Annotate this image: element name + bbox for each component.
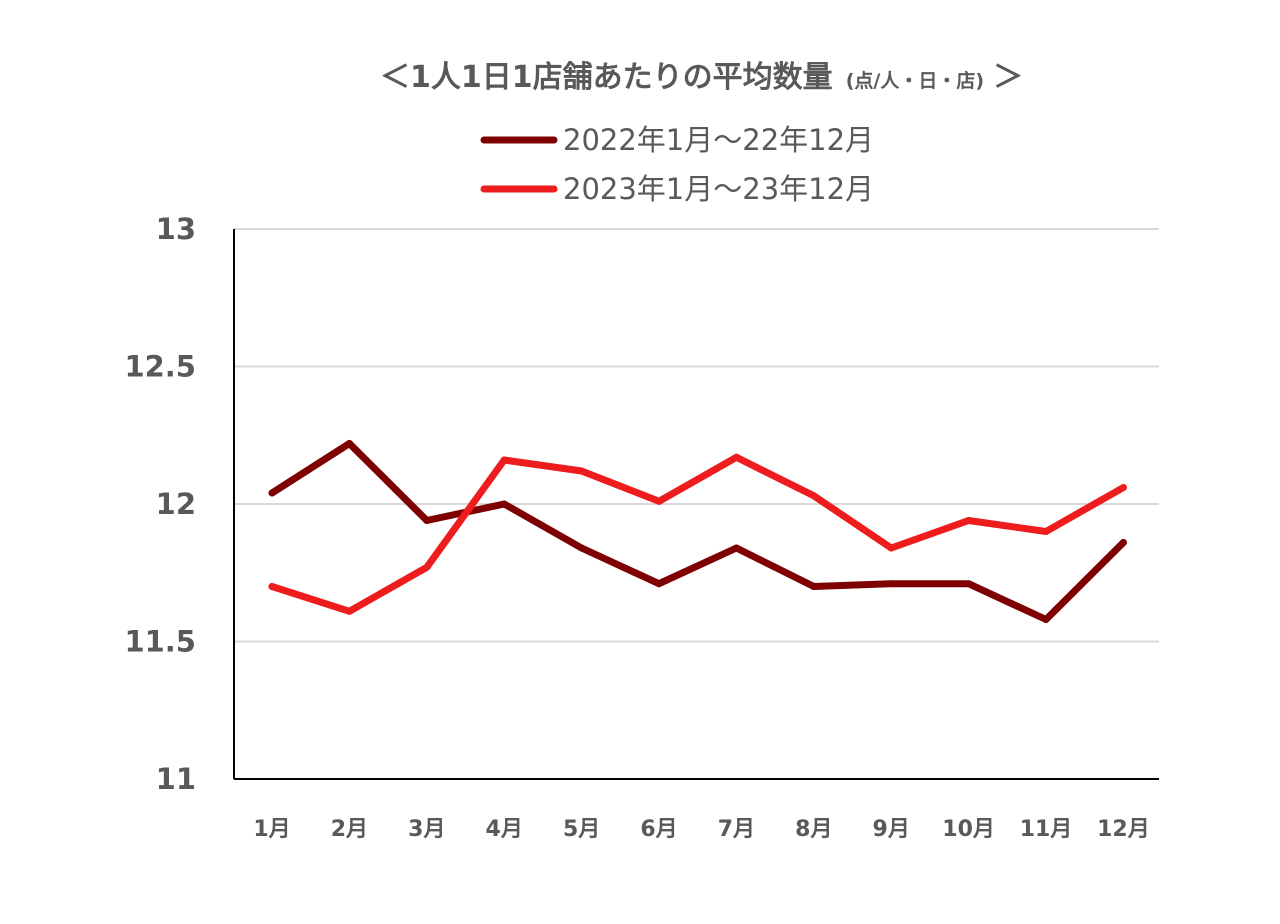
- x-tick-label: 12月: [1097, 817, 1150, 842]
- x-tick-label: 5月: [563, 817, 600, 842]
- x-tick-label: 11月: [1020, 817, 1073, 842]
- x-tick-label: 10月: [942, 817, 995, 842]
- legend: 2022年1月～22年12月 2023年1月～23年12月: [480, 123, 874, 206]
- y-tick-label: 13: [156, 212, 196, 246]
- chart-title-end: ＞: [993, 60, 1023, 95]
- legend-label: 2023年1月～23年12月: [563, 172, 874, 206]
- x-tick-label: 7月: [718, 817, 755, 842]
- data-point: [578, 467, 586, 475]
- x-tick-label: 8月: [795, 817, 832, 842]
- data-point: [655, 580, 663, 588]
- grid: [234, 228, 1159, 643]
- data-point: [345, 440, 353, 447]
- data-point: [345, 607, 353, 615]
- x-tick-label: 3月: [408, 817, 445, 842]
- y-tick-label: 11: [156, 762, 196, 796]
- series-line-1: [268, 440, 1127, 623]
- data-point: [810, 492, 818, 500]
- data-point: [810, 583, 818, 590]
- chart-title: ＜1人1日1店舗あたりの平均数量 (点/人・日・店) ＞: [380, 60, 1023, 95]
- data-point: [1119, 484, 1127, 491]
- series-group: [268, 440, 1127, 623]
- data-point: [732, 453, 740, 461]
- data-point: [423, 563, 431, 571]
- data-point: [1042, 616, 1050, 623]
- data-point: [268, 489, 276, 497]
- x-tick-label: 9月: [873, 817, 910, 842]
- data-point: [965, 517, 973, 524]
- chart-title-unit: (点/人・日・店): [846, 69, 984, 92]
- y-tick-label: 12: [156, 487, 196, 521]
- data-point: [887, 580, 895, 588]
- data-point: [423, 517, 431, 524]
- x-tick-label: 2月: [331, 817, 368, 842]
- x-tick-label: 1月: [253, 817, 290, 842]
- series-line-2: [268, 453, 1127, 615]
- x-tick-label: 4月: [486, 817, 523, 842]
- chart-title-main: ＜1人1日1店舗あたりの平均数量: [380, 60, 833, 95]
- y-axis: 11 11.5 12 12.5 13: [124, 212, 235, 796]
- data-point: [578, 544, 586, 552]
- legend-label: 2022年1月～22年12月: [563, 123, 874, 157]
- x-axis: 1月 2月 3月 4月 5月 6月 7月 8月 9月 10月 11月 12月: [234, 778, 1159, 842]
- y-tick-label: 11.5: [124, 625, 196, 659]
- y-tick-label: 12.5: [124, 350, 196, 384]
- data-point: [655, 497, 663, 505]
- data-point: [268, 583, 276, 590]
- data-point: [965, 580, 973, 588]
- data-point: [500, 456, 508, 464]
- data-point: [887, 544, 895, 552]
- data-point: [732, 544, 740, 552]
- data-point: [1119, 539, 1127, 546]
- data-point: [1042, 528, 1050, 535]
- x-tick-label: 6月: [640, 817, 677, 842]
- data-point: [500, 500, 508, 508]
